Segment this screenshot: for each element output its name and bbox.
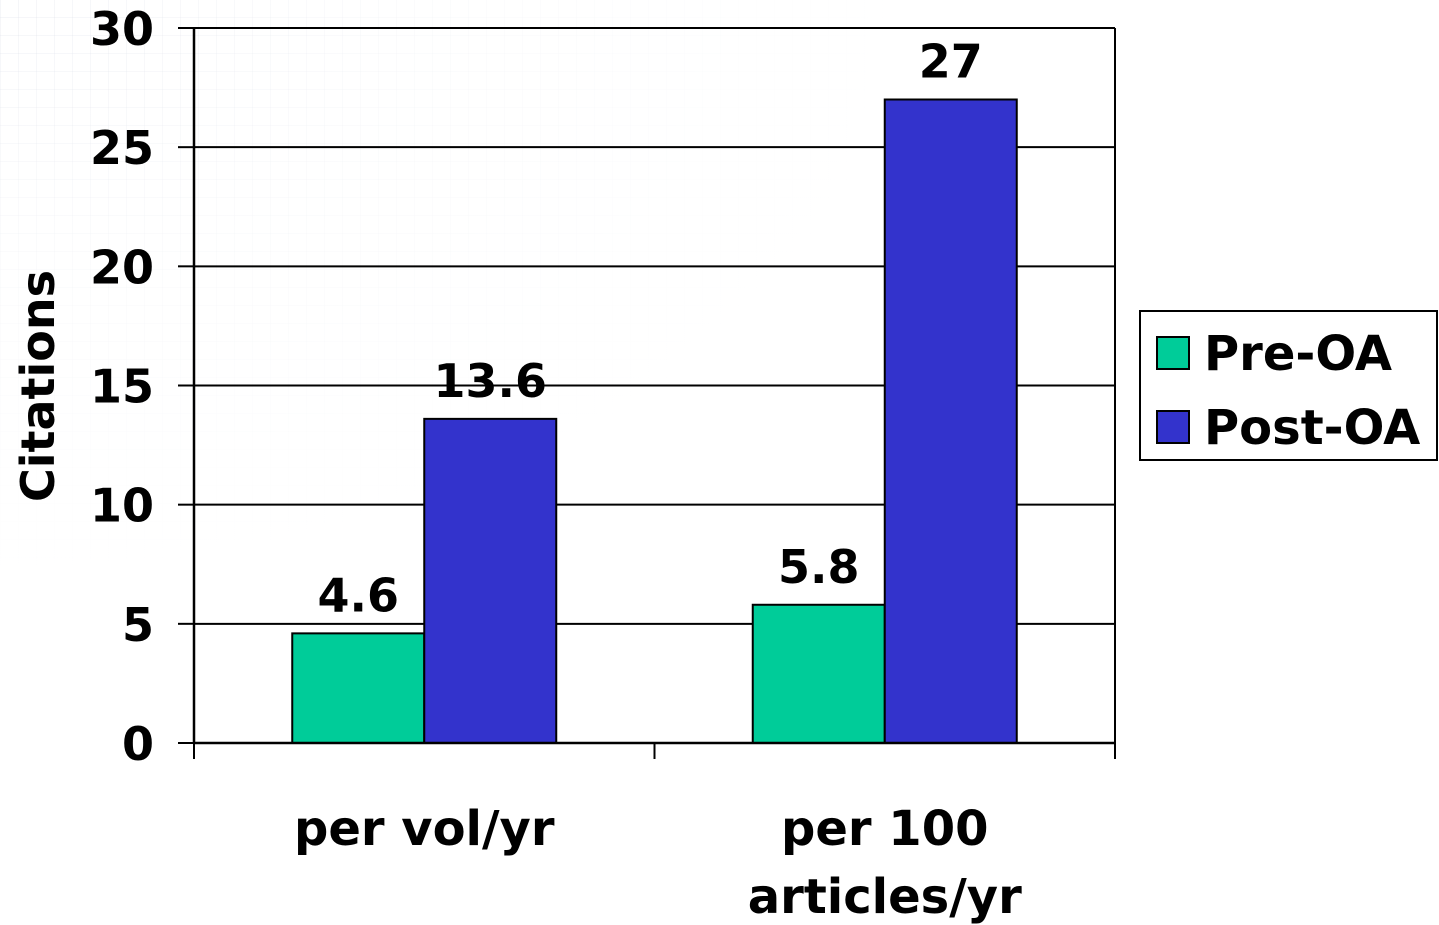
x-category-label: per vol/yr	[294, 801, 555, 857]
bar-pre-oa-0	[291, 632, 426, 744]
legend-swatch-pre-oa	[1156, 336, 1190, 370]
axes	[178, 27, 1116, 759]
legend-label: Pre-OA	[1204, 326, 1392, 382]
y-tick-label: 5	[122, 598, 154, 652]
x-category-label: per 100 articles/yr	[748, 801, 1022, 925]
gridlines	[194, 27, 1115, 744]
labels: 0 5 10 15 20 25 30 4.6 13.6 per vol/yr 5.8 27 per 10…	[11, 2, 1022, 925]
legend-swatch-post-oa	[1156, 410, 1190, 444]
y-tick-label: 15	[90, 360, 154, 414]
y-tick-label: 25	[90, 121, 154, 175]
x-category-label-line: per vol/yr	[294, 801, 555, 857]
bar-post-oa-1	[883, 98, 1018, 744]
y-tick-label: 0	[122, 717, 154, 771]
data-label: 27	[919, 35, 983, 89]
y-tick-label: 20	[90, 240, 154, 294]
bar-pre-oa-1	[751, 603, 886, 744]
x-category-label-line: per 100	[781, 801, 989, 857]
y-tick-label: 10	[90, 479, 154, 533]
x-category-label-line: articles/yr	[748, 869, 1022, 925]
bars	[291, 98, 1018, 744]
data-label: 5.8	[778, 540, 860, 594]
y-axis-title: Citations	[11, 270, 65, 502]
bar-post-oa-0	[423, 417, 558, 744]
data-label: 13.6	[434, 354, 548, 408]
data-label: 4.6	[318, 568, 400, 622]
y-tick-label: 30	[90, 2, 154, 56]
legend: Pre-OA Post-OA	[1139, 310, 1438, 461]
legend-label: Post-OA	[1204, 400, 1420, 456]
